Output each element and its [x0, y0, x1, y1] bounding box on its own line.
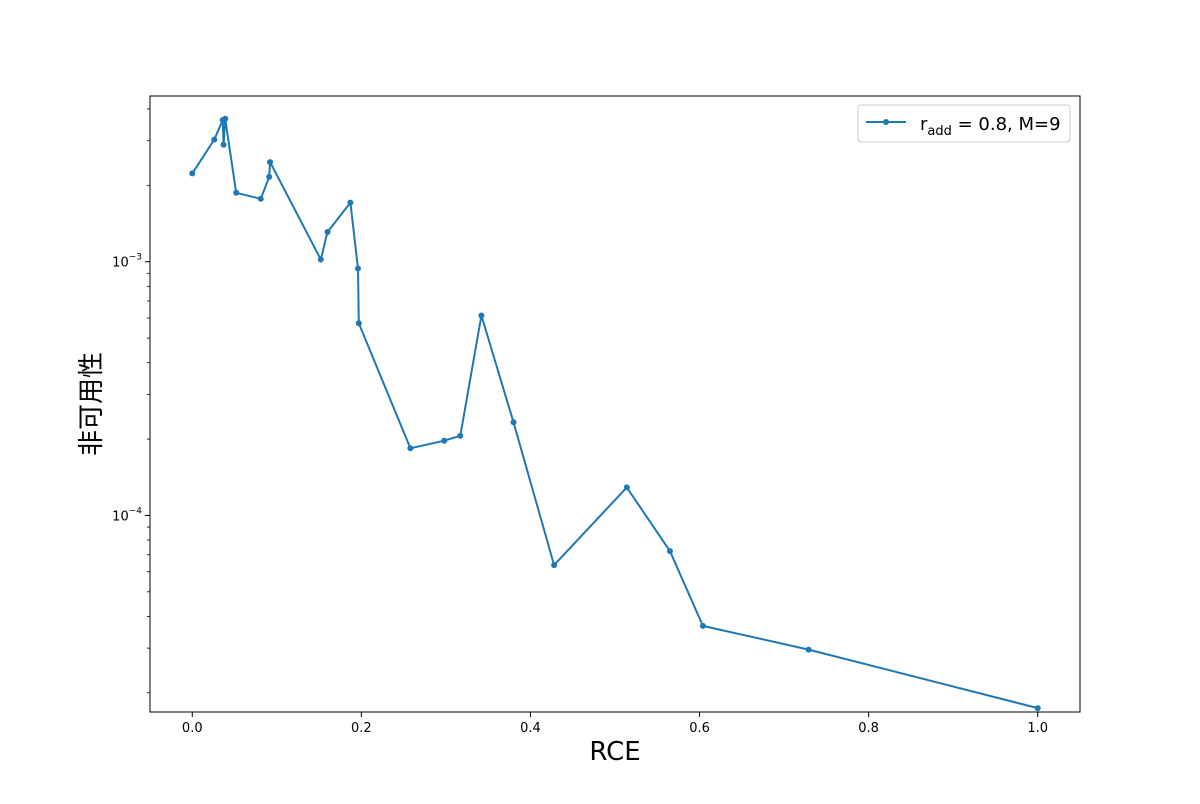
- data-point: [317, 256, 324, 263]
- x-axis-label: RCE: [589, 737, 640, 767]
- x-tick-label: 0.6: [689, 721, 710, 736]
- y-axis-label: 非可用性: [77, 352, 107, 456]
- data-point: [510, 419, 517, 426]
- legend: radd = 0.8, M=9: [857, 104, 1071, 143]
- y-tick-label-base: 10: [112, 509, 129, 524]
- y-tick-label-exponent: −4: [129, 506, 143, 516]
- x-tick-label: 0.8: [858, 721, 879, 736]
- legend-label-main: r: [920, 114, 928, 135]
- legend-entry-label: radd = 0.8, M=9: [920, 114, 1061, 139]
- data-point: [211, 136, 218, 143]
- data-point: [699, 622, 706, 629]
- y-tick-label: 10−3: [112, 253, 142, 271]
- x-tick-label: 0.2: [351, 721, 372, 736]
- x-axis-ticks: 0.0 0.2 0.4 0.6 0.8 1.0: [182, 712, 1048, 736]
- data-point: [623, 484, 630, 491]
- y-tick-label-exponent: −3: [129, 253, 142, 263]
- legend-marker: [883, 119, 889, 125]
- data-point: [233, 189, 240, 196]
- x-tick-label: 1.0: [1027, 721, 1048, 736]
- series-layer: [189, 115, 1041, 712]
- data-point: [266, 173, 273, 180]
- data-point: [407, 445, 414, 452]
- data-point: [457, 432, 464, 439]
- legend-label-sub: add: [927, 124, 951, 139]
- data-point: [355, 320, 362, 327]
- y-tick-label: 10−4: [112, 506, 142, 524]
- data-point: [354, 265, 361, 272]
- data-point: [324, 228, 331, 235]
- data-point: [666, 548, 673, 555]
- x-tick-label: 0.4: [520, 721, 541, 736]
- data-point: [478, 312, 485, 319]
- data-point: [551, 562, 558, 569]
- y-tick-label-base: 10: [112, 256, 129, 271]
- legend-box: [857, 104, 1071, 143]
- data-point: [1034, 705, 1041, 712]
- data-point: [267, 159, 274, 166]
- data-point: [222, 115, 229, 122]
- data-point: [220, 141, 227, 148]
- data-point: [189, 170, 196, 177]
- y-axis-ticks: 10−310−4: [112, 108, 150, 694]
- data-point: [805, 646, 812, 653]
- x-tick-label: 0.0: [182, 721, 203, 736]
- data-point: [441, 437, 448, 444]
- legend-label-rest: = 0.8, M=9: [952, 114, 1061, 135]
- plot-frame: [149, 95, 1081, 713]
- data-point: [257, 195, 264, 202]
- data-point: [347, 199, 354, 206]
